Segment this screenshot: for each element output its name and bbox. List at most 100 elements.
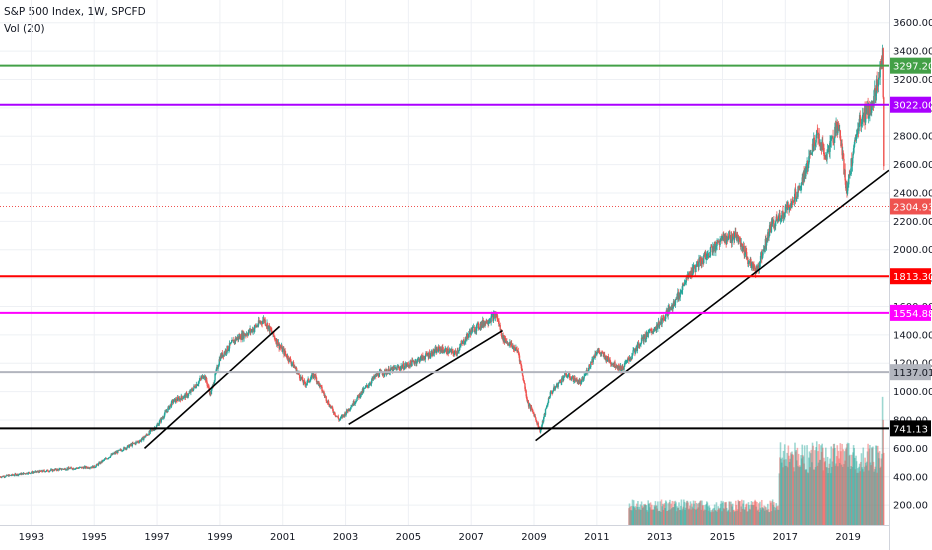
volume-bar <box>773 502 775 525</box>
volume-bar <box>819 459 822 525</box>
candle-body <box>524 388 527 391</box>
volume-bar <box>771 499 774 525</box>
volume-bar <box>718 508 720 525</box>
candle-body <box>196 384 199 386</box>
candle-body <box>853 144 855 149</box>
candle-body <box>339 418 341 420</box>
candle-body <box>60 468 62 470</box>
volume-bar <box>686 500 688 525</box>
candle-body <box>628 357 631 361</box>
volume-indicator-label[interactable]: Vol (20) <box>4 23 45 35</box>
candle-body <box>750 265 753 269</box>
candle-body <box>561 377 563 383</box>
volume-bar <box>661 503 664 525</box>
volume-bar <box>828 467 830 525</box>
candle-body <box>440 348 442 351</box>
candle-body <box>745 251 748 259</box>
volume-bar <box>820 451 823 525</box>
candle-body <box>107 458 109 460</box>
candle-body <box>609 359 611 364</box>
candle-body <box>291 363 294 365</box>
volume-bar <box>739 500 741 525</box>
candle-body <box>442 346 444 350</box>
candle-body <box>69 468 71 469</box>
candle-body <box>758 262 761 270</box>
volume-bar <box>796 460 798 525</box>
volume-bar <box>751 504 753 525</box>
candle-body <box>176 397 179 401</box>
volume-bar <box>690 503 693 525</box>
volume-bar <box>818 459 821 525</box>
volume-bar <box>872 461 875 525</box>
candle-body <box>564 372 566 377</box>
volume-bar <box>692 508 694 525</box>
candle-body <box>459 346 461 350</box>
candle-body <box>754 267 756 272</box>
candle-body <box>327 401 330 405</box>
volume-bar <box>658 510 661 525</box>
candle-body <box>769 225 771 228</box>
volume-bar <box>832 444 835 525</box>
candle-body <box>197 383 199 385</box>
volume-bar <box>749 509 752 525</box>
candle-body <box>518 355 521 362</box>
volume-bar <box>669 499 671 525</box>
volume-bar <box>675 511 678 525</box>
candle-body <box>370 383 372 385</box>
candle-body <box>547 398 550 403</box>
candle-body <box>411 360 413 367</box>
volume-bar <box>842 449 845 525</box>
volume-bar <box>725 501 727 525</box>
y-tick-label: 400.00 <box>893 472 928 483</box>
candle-body <box>520 364 523 369</box>
candle-body <box>430 353 432 357</box>
candle-body <box>278 342 280 349</box>
candle-body <box>320 385 322 386</box>
volume-bar <box>723 509 726 525</box>
candle-body <box>881 61 883 67</box>
volume-bar <box>666 510 668 525</box>
candle-body <box>175 398 178 401</box>
candle-body <box>104 458 106 460</box>
volume-bar <box>860 453 863 525</box>
candle-body <box>558 380 561 383</box>
candle-body <box>729 234 731 239</box>
candle-body <box>679 292 681 298</box>
candle-body <box>138 441 141 443</box>
candle-body <box>643 335 645 342</box>
volume-bar <box>745 504 747 525</box>
candle-body <box>34 471 36 473</box>
candle-body <box>30 472 33 474</box>
volume-bar <box>861 469 864 525</box>
volume-bar <box>698 502 701 525</box>
candle-body <box>706 255 708 259</box>
volume-bar <box>692 500 695 525</box>
candle-body <box>342 414 344 418</box>
candle-body <box>194 386 196 388</box>
candle-body <box>588 365 590 371</box>
candle-body <box>36 471 38 473</box>
candle-body <box>636 345 639 352</box>
candle-body <box>779 213 781 220</box>
candle-body <box>634 349 637 354</box>
candle-body <box>156 425 158 426</box>
volume-bar <box>680 499 683 525</box>
candle-body <box>325 396 327 401</box>
candle-body <box>762 249 764 256</box>
candle-body <box>4 476 7 478</box>
candle-body <box>645 338 647 340</box>
candle-body <box>854 139 857 141</box>
price-tag: 2304.93 <box>890 198 932 215</box>
candle-body <box>338 419 341 421</box>
candle-body <box>307 378 310 382</box>
volume-bar <box>673 501 675 525</box>
candle-body <box>860 123 863 127</box>
candle-body <box>705 258 707 260</box>
volume-bar <box>712 508 714 525</box>
volume-bar <box>787 445 790 525</box>
volume-bar <box>783 459 785 525</box>
x-tick-label: 2003 <box>333 532 358 543</box>
candle-body <box>832 136 834 143</box>
